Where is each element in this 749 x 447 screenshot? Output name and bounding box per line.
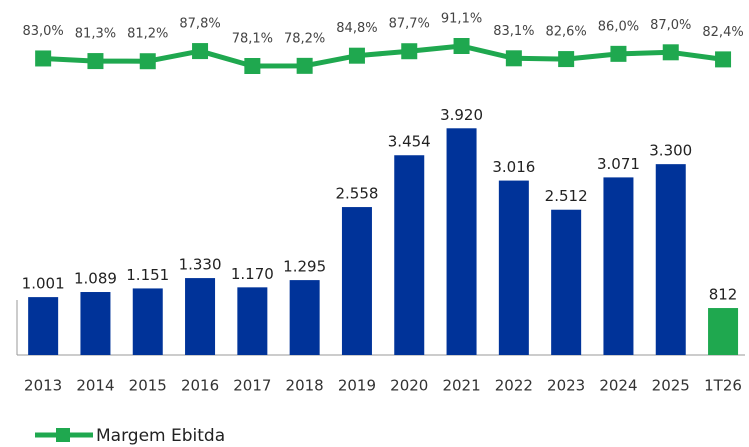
x-tick-label: 2017 (233, 377, 271, 395)
bar-value-label: 2.512 (545, 187, 588, 205)
line-value-label: 84,8% (336, 21, 377, 36)
line-marker (453, 38, 470, 54)
bar-value-label: 3.920 (440, 106, 483, 124)
line-marker (610, 45, 627, 62)
x-tick-label: 2023 (547, 377, 585, 395)
bar-value-label: 3.300 (649, 142, 692, 160)
bar-value-label: 3.071 (597, 155, 640, 173)
bar (708, 308, 739, 355)
line-value-label: 83,1% (493, 24, 534, 39)
line-marker (401, 43, 418, 60)
line-marker (35, 50, 52, 67)
line-value-label: 87,0% (650, 18, 691, 33)
bar-value-label: 1.295 (283, 258, 326, 276)
line-value-label: 86,0% (598, 19, 639, 34)
x-tick-label: 2019 (338, 377, 376, 395)
line-value-label: 83,0% (22, 24, 63, 39)
bar-value-label: 1.089 (74, 270, 117, 288)
line-value-label: 87,8% (179, 17, 220, 32)
bar (237, 287, 268, 355)
bar-value-label: 812 (709, 286, 738, 304)
legend-label: Margem Ebitda (96, 426, 225, 446)
line-marker (348, 47, 365, 64)
bar (498, 180, 529, 355)
x-tick-label: 2015 (129, 377, 167, 395)
bar (132, 288, 163, 355)
bar (289, 280, 320, 355)
line-marker (244, 58, 261, 74)
bar (603, 177, 634, 355)
x-tick-label: 2014 (76, 377, 114, 395)
line-value-label: 82,6% (545, 25, 586, 40)
bar-value-label: 1.001 (22, 275, 65, 293)
x-tick-label: 2013 (24, 377, 62, 395)
bar-value-label: 1.170 (231, 265, 274, 283)
line-marker (715, 51, 732, 68)
line-marker (662, 44, 679, 61)
bar-value-label: 1.151 (126, 266, 169, 284)
bar-value-label: 3.016 (492, 158, 535, 176)
x-tick-label: 2021 (442, 377, 480, 395)
line-marker (139, 53, 156, 70)
x-tick-label: 2022 (495, 377, 533, 395)
bar (185, 278, 216, 355)
bar-value-label: 2.558 (335, 185, 378, 203)
legend-marker (56, 428, 70, 442)
bar (655, 164, 686, 355)
bar (446, 128, 477, 355)
x-tick-label: 2016 (181, 377, 219, 395)
line-marker (558, 51, 575, 68)
margin-line (43, 43, 724, 69)
line-marker (87, 53, 104, 70)
line-value-label: 81,2% (127, 27, 168, 42)
line-value-label: 81,3% (75, 27, 116, 42)
x-tick-label: 2024 (599, 377, 637, 395)
line-marker (192, 43, 209, 60)
x-tick-label: 1T26 (704, 377, 742, 395)
line-marker (505, 50, 522, 67)
bar (551, 209, 582, 355)
bar (394, 155, 425, 355)
line-value-label: 87,7% (389, 17, 430, 32)
bar (80, 292, 111, 355)
bar-value-label: 3.454 (388, 133, 431, 151)
line-marker (296, 57, 313, 74)
bar (28, 297, 59, 355)
line-value-label: 78,1% (232, 32, 273, 47)
x-tick-label: 2018 (286, 377, 324, 395)
x-tick-label: 2020 (390, 377, 428, 395)
line-value-label: 82,4% (702, 25, 743, 40)
bar-value-label: 1.330 (179, 256, 222, 274)
x-tick-label: 2025 (652, 377, 690, 395)
line-value-label: 91,1% (441, 12, 482, 27)
bar (341, 207, 372, 355)
line-value-label: 78,2% (284, 31, 325, 46)
